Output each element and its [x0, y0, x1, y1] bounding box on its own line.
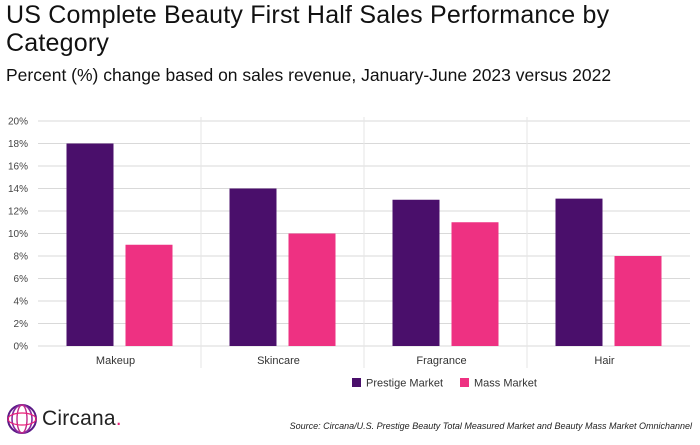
chart-title: US Complete Beauty First Half Sales Perf…	[6, 1, 610, 57]
category-label: Makeup	[96, 355, 135, 367]
circana-logo: Circana.	[6, 402, 122, 436]
circana-swirl-icon	[7, 404, 37, 434]
legend-label: Mass Market	[474, 378, 537, 390]
category-separators	[200, 117, 528, 368]
y-tick-label: 4%	[14, 297, 29, 308]
y-tick-label: 2%	[14, 319, 29, 330]
legend-swatch	[352, 378, 361, 387]
source-note: Source: Circana/U.S. Prestige Beauty Tot…	[289, 421, 692, 431]
category-label: Hair	[594, 355, 615, 367]
y-tick-label: 0%	[14, 342, 29, 353]
legend-swatch	[460, 378, 469, 387]
legend: Prestige Market Mass Market	[352, 378, 537, 390]
logo-name: Circana	[42, 407, 116, 430]
bar-prestige-makeup	[66, 143, 114, 346]
bar-mass-hair	[614, 256, 662, 346]
y-axis-ticks: 0% 2% 4% 6% 8% 10% 12% 14% 16% 18% 20%	[8, 117, 28, 353]
bar-prestige-hair	[555, 198, 603, 346]
bar-chart: 0% 2% 4% 6% 8% 10% 12% 14% 16% 18% 20% Makeup Skinc…	[8, 117, 690, 390]
y-tick-label: 16%	[8, 162, 28, 173]
bar-mass-fragrance	[451, 222, 499, 346]
y-tick-label: 14%	[8, 184, 28, 195]
y-tick-label: 6%	[14, 274, 29, 285]
bars	[66, 143, 662, 346]
y-tick-label: 20%	[8, 117, 28, 128]
legend-label: Prestige Market	[366, 378, 443, 390]
logo-dot: .	[115, 407, 122, 430]
bar-mass-skincare	[288, 233, 336, 346]
bar-mass-makeup	[125, 244, 173, 346]
x-axis-categories: Makeup Skincare Fragrance Hair	[96, 355, 615, 367]
y-tick-label: 12%	[8, 207, 28, 218]
y-tick-label: 18%	[8, 139, 28, 150]
chart-subtitle: Percent (%) change based on sales revenu…	[6, 65, 612, 85]
category-label: Fragrance	[416, 355, 466, 367]
y-tick-label: 8%	[14, 252, 29, 263]
bar-prestige-skincare	[229, 188, 277, 346]
category-label: Skincare	[257, 355, 300, 367]
bar-prestige-fragrance	[392, 199, 440, 346]
y-tick-label: 10%	[8, 229, 28, 240]
